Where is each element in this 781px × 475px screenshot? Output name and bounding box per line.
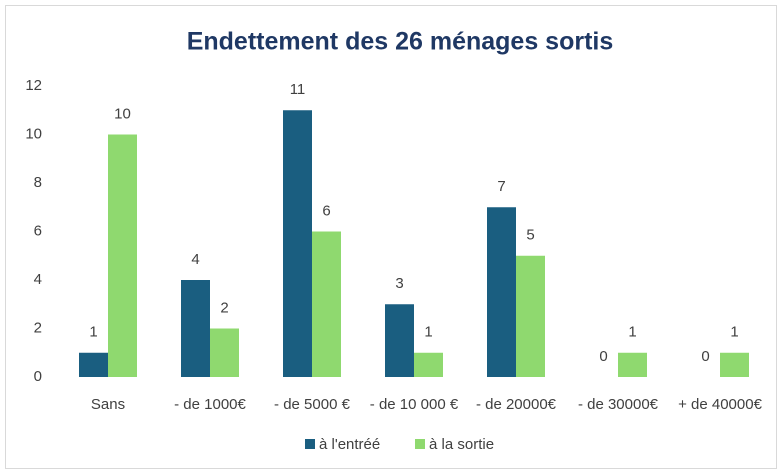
x-tick-label: - de 10 000 € xyxy=(370,396,459,413)
x-tick-label: Sans xyxy=(91,396,125,413)
x-tick-label: + de 40000€ xyxy=(678,396,762,413)
data-label: 10 xyxy=(114,105,131,122)
data-label: 1 xyxy=(730,324,738,341)
x-tick-label: - de 30000€ xyxy=(578,396,659,413)
y-tick-label: 6 xyxy=(34,222,42,239)
legend-swatch xyxy=(415,439,425,449)
bar xyxy=(385,304,414,377)
x-tick-label: - de 5000 € xyxy=(274,396,351,413)
data-label: 1 xyxy=(424,324,432,341)
data-label: 5 xyxy=(526,227,534,244)
data-label: 1 xyxy=(89,324,97,341)
legend-label: à la sortie xyxy=(429,436,494,453)
bar xyxy=(516,255,545,377)
data-label: 11 xyxy=(290,81,306,98)
x-tick-label: - de 1000€ xyxy=(174,396,246,413)
y-tick-label: 8 xyxy=(34,174,42,191)
bar xyxy=(414,352,443,377)
data-label: 4 xyxy=(191,251,199,268)
y-tick-label: 12 xyxy=(25,77,42,94)
data-label: 0 xyxy=(701,348,709,365)
data-label: 2 xyxy=(220,299,228,316)
data-label: 6 xyxy=(322,202,330,219)
bar xyxy=(79,352,108,377)
x-tick-label: - de 20000€ xyxy=(476,396,557,413)
bar xyxy=(210,328,239,377)
bar xyxy=(720,352,749,377)
legend-swatch xyxy=(305,439,315,449)
chart-title: Endettement des 26 ménages sortis xyxy=(187,28,614,56)
data-label: 7 xyxy=(497,178,505,195)
bar xyxy=(108,134,137,377)
data-label: 0 xyxy=(599,348,607,365)
data-label: 1 xyxy=(628,324,636,341)
bar xyxy=(181,280,210,377)
bar xyxy=(283,110,312,377)
data-label: 3 xyxy=(395,275,403,292)
y-tick-label: 10 xyxy=(25,125,42,142)
bar xyxy=(618,352,647,377)
y-tick-label: 0 xyxy=(34,368,42,385)
y-tick-label: 4 xyxy=(34,271,42,288)
legend-label: à l'entréé xyxy=(319,436,380,453)
bar xyxy=(487,207,516,377)
y-tick-label: 2 xyxy=(34,319,42,336)
bar xyxy=(312,231,341,377)
